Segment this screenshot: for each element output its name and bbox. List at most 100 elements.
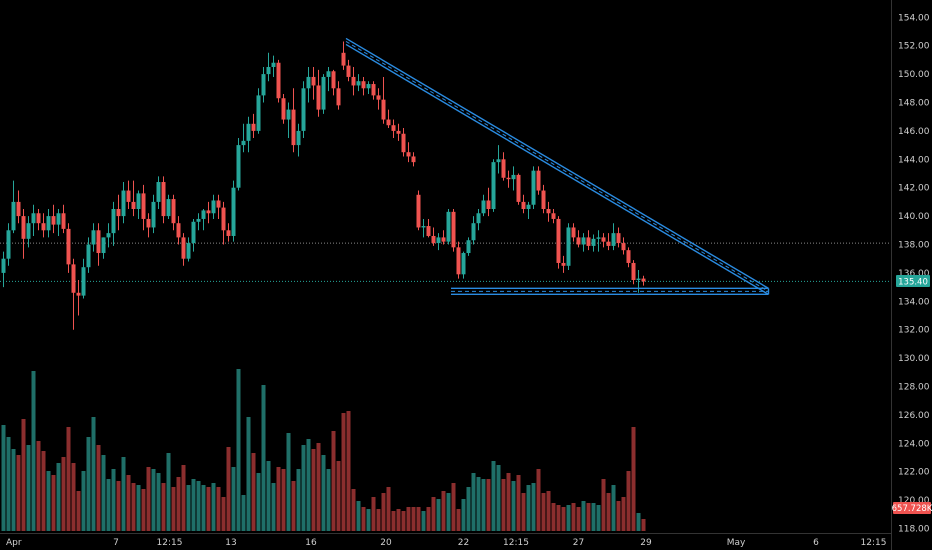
volume-bar: [501, 479, 506, 531]
volume-bar: [346, 411, 351, 531]
volume-bar: [341, 413, 346, 531]
candle: [6, 223, 11, 266]
time-tick-label: May: [727, 538, 746, 548]
candle-body: [71, 264, 76, 293]
candle: [601, 233, 606, 248]
volume-bar: [361, 507, 366, 531]
volume-bar: [441, 491, 446, 531]
volume-bar: [531, 483, 536, 531]
candle: [626, 247, 631, 268]
volume-bar: [561, 507, 566, 531]
candle: [241, 123, 246, 153]
candle: [191, 218, 196, 252]
candle: [536, 166, 541, 195]
candle-body: [276, 62, 281, 99]
candle-body: [126, 190, 131, 202]
candle: [596, 230, 601, 252]
time-axis[interactable]: Apr 7 12:15 13 16 20 22 12:15 27 29 May 6 12:15: [6, 538, 886, 548]
candle-body: [381, 99, 386, 120]
candle-body: [516, 174, 521, 202]
candle: [226, 223, 231, 242]
candle-body: [371, 84, 376, 96]
volume-bar: [51, 475, 56, 531]
price-tick-label: 150.00: [898, 70, 930, 80]
price-tick-label: 146.00: [898, 127, 930, 137]
volume-bar: [321, 455, 326, 531]
candle: [391, 119, 396, 138]
candle-body: [61, 213, 66, 229]
volume-bar: [11, 449, 16, 531]
candle-body: [536, 170, 541, 191]
candle-body: [416, 194, 421, 228]
volume-bar: [406, 507, 411, 531]
volume-bar: [506, 473, 511, 531]
volume-bar: [366, 509, 371, 531]
candle-body: [531, 170, 536, 205]
candle: [456, 241, 461, 279]
volume-bar: [516, 475, 521, 531]
candle-body: [521, 201, 526, 209]
price-axis[interactable]: 154.00 152.00 150.00 148.00 146.00 144.00 142.…: [898, 13, 930, 534]
candle: [141, 184, 146, 231]
candle-body: [146, 218, 151, 228]
candle: [616, 227, 621, 248]
volume-bar: [351, 489, 356, 531]
descending-triangle-drawing[interactable]: [345, 37, 770, 296]
candle: [511, 166, 516, 191]
candle-body: [351, 76, 356, 86]
candle: [516, 173, 521, 205]
candle-body: [446, 211, 451, 242]
candle: [621, 237, 626, 255]
volume-bar: [436, 499, 441, 531]
candle-body: [236, 145, 241, 188]
volume-bar: [556, 505, 561, 531]
volume-bar: [266, 461, 271, 531]
candle-body: [566, 227, 571, 266]
candle-body: [201, 210, 206, 219]
candle: [561, 255, 566, 273]
volume-bar: [251, 453, 256, 531]
candle-body: [386, 119, 391, 126]
candle-body: [576, 237, 581, 245]
candle: [121, 182, 126, 224]
candle: [551, 209, 556, 224]
candle: [181, 233, 186, 266]
volume-bar: [461, 499, 466, 531]
volume-bar: [311, 449, 316, 531]
candle-body: [301, 88, 306, 131]
price-tick-label: 132.00: [898, 326, 930, 336]
candle: [11, 180, 16, 234]
volume-bar: [431, 497, 436, 531]
candle: [441, 230, 446, 245]
candle-body: [111, 209, 116, 234]
time-tick-label: 13: [225, 538, 236, 548]
volume-bars: [1, 369, 646, 531]
candle: [201, 209, 206, 231]
candle: [66, 223, 71, 273]
volume-bar: [286, 433, 291, 531]
candle-body: [266, 67, 271, 75]
candle-body: [356, 81, 361, 86]
volume-bar: [456, 509, 461, 531]
volume-bar: [246, 417, 251, 531]
candle: [81, 258, 86, 299]
candle: [571, 223, 576, 242]
candle: [466, 237, 471, 256]
candle: [311, 67, 316, 100]
last-price-tag-bg: [896, 275, 930, 287]
volume-bar: [26, 445, 31, 531]
candle: [421, 218, 426, 238]
candle-body: [391, 125, 396, 131]
price-tick-label: 138.00: [898, 241, 930, 251]
candle: [386, 109, 391, 129]
candle-body: [51, 216, 56, 225]
volume-bar: [471, 473, 476, 531]
volume-bar: [276, 467, 281, 531]
volume-bar: [241, 495, 246, 531]
volume-bar: [31, 371, 36, 531]
volume-bar: [21, 419, 26, 531]
candle-body: [596, 237, 601, 239]
volume-bar: [146, 467, 151, 531]
